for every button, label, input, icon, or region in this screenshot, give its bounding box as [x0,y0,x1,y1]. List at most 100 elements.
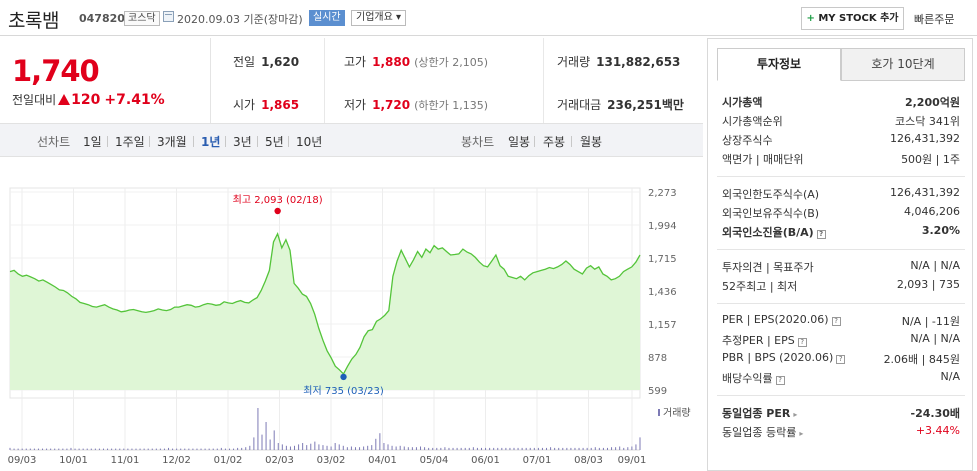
y-tick-label: 1,157 [648,320,677,331]
price-line [9,232,641,375]
y-tick-label: 1,715 [648,254,677,265]
company-info-dropdown[interactable]: 기업개요 ▾ [351,10,406,26]
candle-daily[interactable]: 일봉 [508,135,531,149]
price-change: 전일대비 120 +7.41% [12,91,165,108]
info-row-value: 코스닥 341위 [895,115,960,128]
quick-order-link[interactable]: 빠른주문 [914,13,955,26]
volume-legend-label: 거래량 [663,407,691,419]
x-tick-label: 10/01 [59,455,88,466]
add-my-stock-button[interactable]: + MY STOCK 추가 [801,7,904,30]
info-row-label: 동일업종 PER ▸ [722,407,798,420]
info-row-value: N/A | -11원 [901,315,960,328]
stat-high: 고가 1,880 (상한가 2,105) [344,55,488,69]
volume-value: 131,882,653 [596,55,681,69]
amount-value: 236,251 [607,98,662,112]
y-tick-label: 1,994 [648,221,677,232]
quote-date: 2020.09.03 기준(장마감) [177,13,303,26]
upper-limit: (상한가 2,105) [414,56,488,69]
market-badge: 코스닥 [124,11,160,26]
info-row-value: N/A [940,370,960,383]
x-tick-label: 07/01 [523,455,552,466]
info-row-value: N/A | N/A [910,259,960,272]
info-row: 투자의견 | 목표주가 N/A | N/A [717,257,965,276]
info-row-label: 52주최고 | 최저 [722,280,798,293]
y-tick-label: 2,273 [648,188,677,199]
caret-right-icon[interactable]: ▸ [793,410,798,419]
period-1y[interactable]: 1년 [201,135,221,149]
x-tick-label: 09/03 [8,455,37,466]
info-row-value: 3.20% [921,224,960,237]
help-icon[interactable]: ? [816,230,826,239]
min-label: 최저 735 (03/23) [303,385,384,397]
x-tick-label: 02/03 [265,455,294,466]
info-row-label: 배당수익률? [722,370,785,386]
candle-chart-label: 봉차트 [461,135,495,149]
period-10y[interactable]: 10년 [296,135,323,149]
change-rate: +7.41% [104,92,165,108]
stock-code: 047820 [79,12,125,25]
up-arrow-icon [58,94,71,105]
tab-order-book[interactable]: 호가 10단계 [841,48,965,81]
caret-right-icon[interactable]: ▸ [799,429,804,438]
candle-monthly[interactable]: 월봉 [580,135,603,149]
price-chart[interactable]: 2,273 1,994 1,715 1,436 1,157 878 599 최고 2,093 … [0,160,703,471]
add-my-stock-label: MY STOCK 추가 [818,13,899,24]
help-icon[interactable]: ? [797,338,807,347]
y-tick-label: 878 [648,353,667,364]
current-price: 1,740 [12,54,100,88]
panel-tabs: 투자정보 호가 10단계 [717,48,965,81]
info-row: PER | EPS(2020.06)? N/A | -11원 [717,311,965,330]
chart-period-bar: 선차트 1일 1주일 3개월 1년 3년 5년 10년 봉차트 일봉 주봉 월봉 [0,123,703,157]
info-row: 액면가 | 매매단위 500원 | 1주 [717,149,965,168]
period-1d[interactable]: 1일 [83,135,102,149]
help-icon[interactable]: ? [775,376,785,385]
high-value: 1,880 [372,55,411,69]
stat-low: 저가 1,720 (하한가 1,135) [344,98,488,112]
amount-unit: 백만 [661,98,684,112]
info-row: 시가총액 2,200억원 [717,92,965,111]
realtime-button[interactable]: 실시간 [309,10,345,26]
info-row-value: 126,431,392 [890,132,960,145]
x-tick-label: 04/01 [368,455,397,466]
price-area [10,233,640,390]
info-row-value: 2,200억원 [904,96,960,109]
period-3m[interactable]: 3개월 [157,135,187,149]
stock-name: 초록뱀 [8,10,59,32]
info-row-label: 투자의견 | 목표주가 [722,261,814,274]
change-label: 전일대비 [12,93,57,107]
tab-investment-info[interactable]: 투자정보 [717,48,841,81]
period-5y[interactable]: 5년 [265,135,284,149]
info-row-label: PER | EPS(2020.06)? [722,313,841,326]
help-icon[interactable]: ? [831,317,841,326]
stat-open: 시가 1,865 [233,98,300,112]
info-row: 외국인보유주식수(B) 4,046,206 [717,203,965,222]
y-tick-label: 599 [648,386,667,397]
info-row: 외국인한도주식수(A) 126,431,392 [717,184,965,203]
low-value: 1,720 [372,98,411,112]
change-amount: 120 [71,92,101,108]
price-stats: 전일 1,620 고가 1,880 (상한가 2,105) 거래량 131,882,65… [210,38,703,123]
info-row-label: 외국인소진율(B/A)? [722,224,826,240]
prev-close-value: 1,620 [261,55,300,69]
info-row: 동일업종 등락률 ▸ +3.44% [717,422,965,441]
info-row: 시가총액순위 코스닥 341위 [717,111,965,130]
x-tick-label: 11/01 [111,455,140,466]
stat-prev: 전일 1,620 [233,55,300,69]
info-row-value: 126,431,392 [890,186,960,199]
max-label: 최고 2,093 (02/18) [233,194,323,206]
info-row-label: 액면가 | 매매단위 [722,153,804,166]
max-marker [274,207,281,215]
x-tick-label: 03/02 [317,455,346,466]
period-1w[interactable]: 1주일 [115,135,145,149]
line-chart-label: 선차트 [37,135,71,149]
x-tick-label: 06/01 [471,455,500,466]
x-tick-label: 01/02 [214,455,243,466]
info-row-label: PBR | BPS (2020.06)? [722,351,846,364]
info-row-value: N/A | N/A [910,332,960,345]
info-row-value: 2,093 | 735 [896,278,960,291]
help-icon[interactable]: ? [836,355,846,364]
open-value: 1,865 [261,98,300,112]
period-3y[interactable]: 3년 [233,135,252,149]
candle-weekly[interactable]: 주봉 [543,135,566,149]
info-row: 상장주식수 126,431,392 [717,130,965,149]
